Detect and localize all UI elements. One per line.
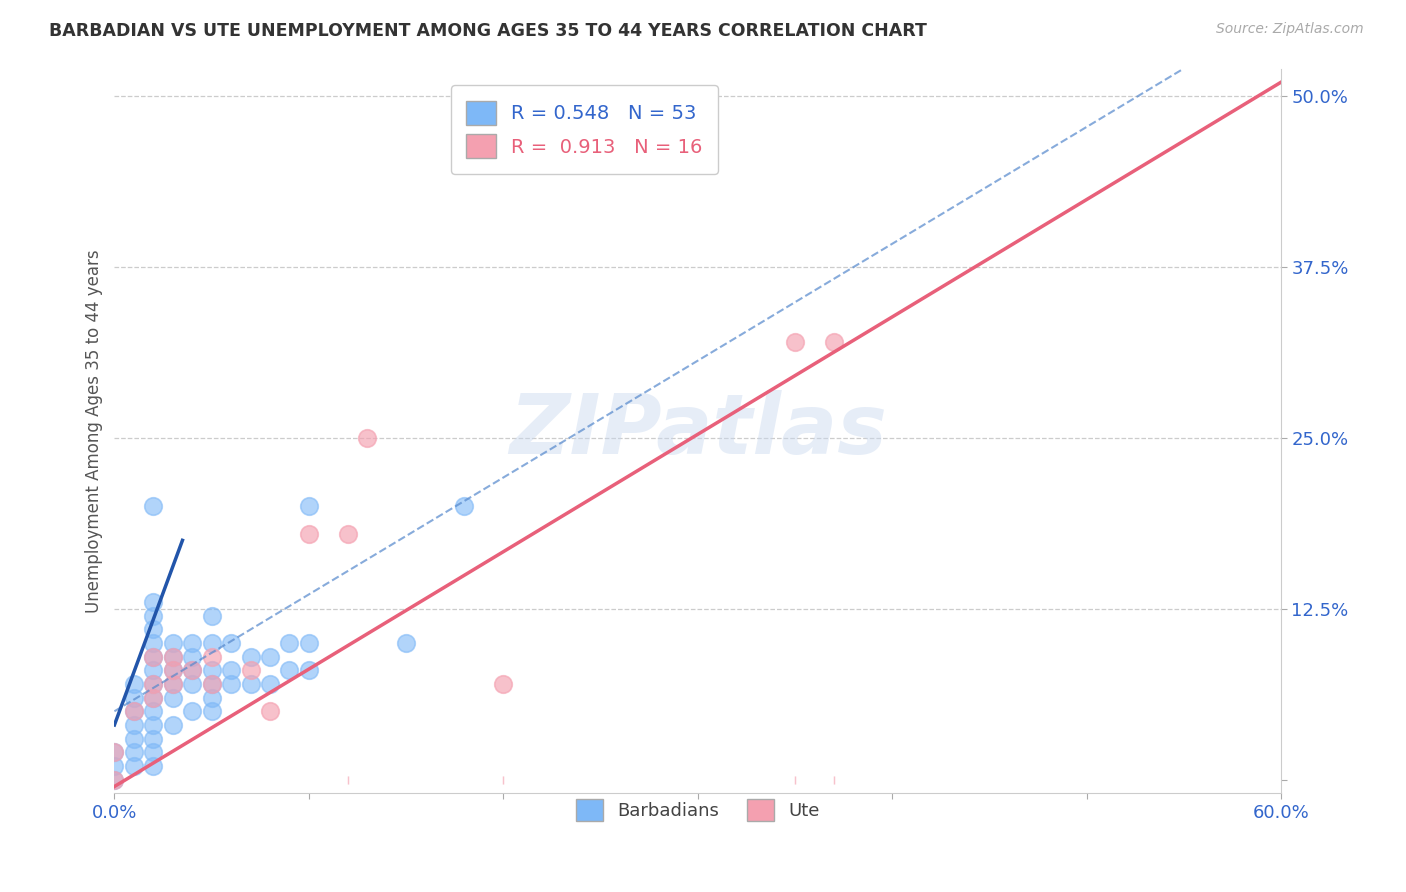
Point xyxy=(239,649,262,664)
Point xyxy=(201,690,224,705)
Point xyxy=(122,759,145,773)
Point xyxy=(122,677,145,691)
Point xyxy=(122,690,145,705)
Point xyxy=(142,499,165,513)
Point xyxy=(356,431,378,445)
Point xyxy=(278,663,301,677)
Point xyxy=(142,690,165,705)
Point xyxy=(259,704,281,718)
Point xyxy=(181,704,204,718)
Text: Source: ZipAtlas.com: Source: ZipAtlas.com xyxy=(1216,22,1364,37)
Point xyxy=(219,636,242,650)
Point xyxy=(298,663,321,677)
Point xyxy=(823,334,845,349)
Point xyxy=(122,704,145,718)
Point xyxy=(181,663,204,677)
Point xyxy=(142,649,165,664)
Legend: Barbadians, Ute: Barbadians, Ute xyxy=(561,784,834,835)
Point xyxy=(162,677,184,691)
Point xyxy=(142,677,165,691)
Point xyxy=(103,759,125,773)
Point xyxy=(142,595,165,609)
Point xyxy=(122,745,145,759)
Point xyxy=(201,663,224,677)
Point xyxy=(239,677,262,691)
Point xyxy=(298,526,321,541)
Text: BARBADIAN VS UTE UNEMPLOYMENT AMONG AGES 35 TO 44 YEARS CORRELATION CHART: BARBADIAN VS UTE UNEMPLOYMENT AMONG AGES… xyxy=(49,22,927,40)
Point xyxy=(219,677,242,691)
Point xyxy=(162,663,184,677)
Point xyxy=(162,663,184,677)
Point xyxy=(336,526,359,541)
Point xyxy=(162,677,184,691)
Point xyxy=(201,704,224,718)
Point xyxy=(278,636,301,650)
Point xyxy=(122,731,145,746)
Point xyxy=(162,649,184,664)
Point xyxy=(201,677,224,691)
Point xyxy=(162,718,184,732)
Point xyxy=(142,649,165,664)
Point xyxy=(142,745,165,759)
Point xyxy=(219,663,242,677)
Point xyxy=(162,690,184,705)
Point xyxy=(142,718,165,732)
Point xyxy=(142,636,165,650)
Point xyxy=(142,759,165,773)
Point xyxy=(103,745,125,759)
Point xyxy=(103,772,125,787)
Point xyxy=(181,649,204,664)
Point xyxy=(259,677,281,691)
Point xyxy=(492,677,515,691)
Point xyxy=(122,718,145,732)
Point xyxy=(142,622,165,636)
Point xyxy=(201,608,224,623)
Point xyxy=(162,649,184,664)
Point xyxy=(395,636,418,650)
Point xyxy=(181,677,204,691)
Point xyxy=(142,704,165,718)
Y-axis label: Unemployment Among Ages 35 to 44 years: Unemployment Among Ages 35 to 44 years xyxy=(86,249,103,613)
Point xyxy=(783,334,806,349)
Point xyxy=(298,636,321,650)
Point xyxy=(142,690,165,705)
Text: ZIPatlas: ZIPatlas xyxy=(509,391,887,472)
Point xyxy=(181,636,204,650)
Point xyxy=(122,704,145,718)
Point xyxy=(142,663,165,677)
Point xyxy=(201,677,224,691)
Point xyxy=(142,731,165,746)
Point xyxy=(239,663,262,677)
Point xyxy=(162,636,184,650)
Point xyxy=(201,636,224,650)
Point xyxy=(142,608,165,623)
Point xyxy=(298,499,321,513)
Point xyxy=(181,663,204,677)
Point xyxy=(103,745,125,759)
Point xyxy=(142,677,165,691)
Point xyxy=(201,649,224,664)
Point xyxy=(453,499,475,513)
Point xyxy=(103,772,125,787)
Point xyxy=(259,649,281,664)
